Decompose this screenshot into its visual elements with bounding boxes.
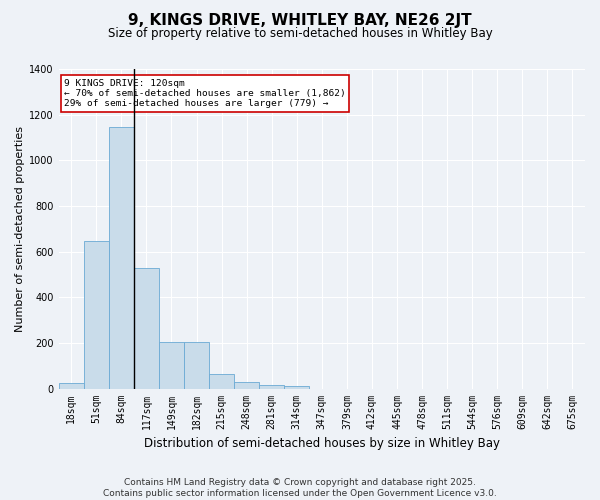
Bar [134, 268, 159, 388]
Bar [59, 383, 84, 388]
Bar [284, 386, 309, 388]
Bar [209, 374, 234, 388]
Bar [109, 126, 134, 388]
X-axis label: Distribution of semi-detached houses by size in Whitley Bay: Distribution of semi-detached houses by … [144, 437, 500, 450]
Bar [159, 342, 184, 388]
Bar [84, 240, 109, 388]
Text: Size of property relative to semi-detached houses in Whitley Bay: Size of property relative to semi-detach… [107, 28, 493, 40]
Text: 9 KINGS DRIVE: 120sqm
← 70% of semi-detached houses are smaller (1,862)
29% of s: 9 KINGS DRIVE: 120sqm ← 70% of semi-deta… [64, 78, 346, 108]
Text: Contains HM Land Registry data © Crown copyright and database right 2025.
Contai: Contains HM Land Registry data © Crown c… [103, 478, 497, 498]
Text: 9, KINGS DRIVE, WHITLEY BAY, NE26 2JT: 9, KINGS DRIVE, WHITLEY BAY, NE26 2JT [128, 12, 472, 28]
Bar [234, 382, 259, 388]
Bar [184, 342, 209, 388]
Bar [259, 385, 284, 388]
Y-axis label: Number of semi-detached properties: Number of semi-detached properties [15, 126, 25, 332]
